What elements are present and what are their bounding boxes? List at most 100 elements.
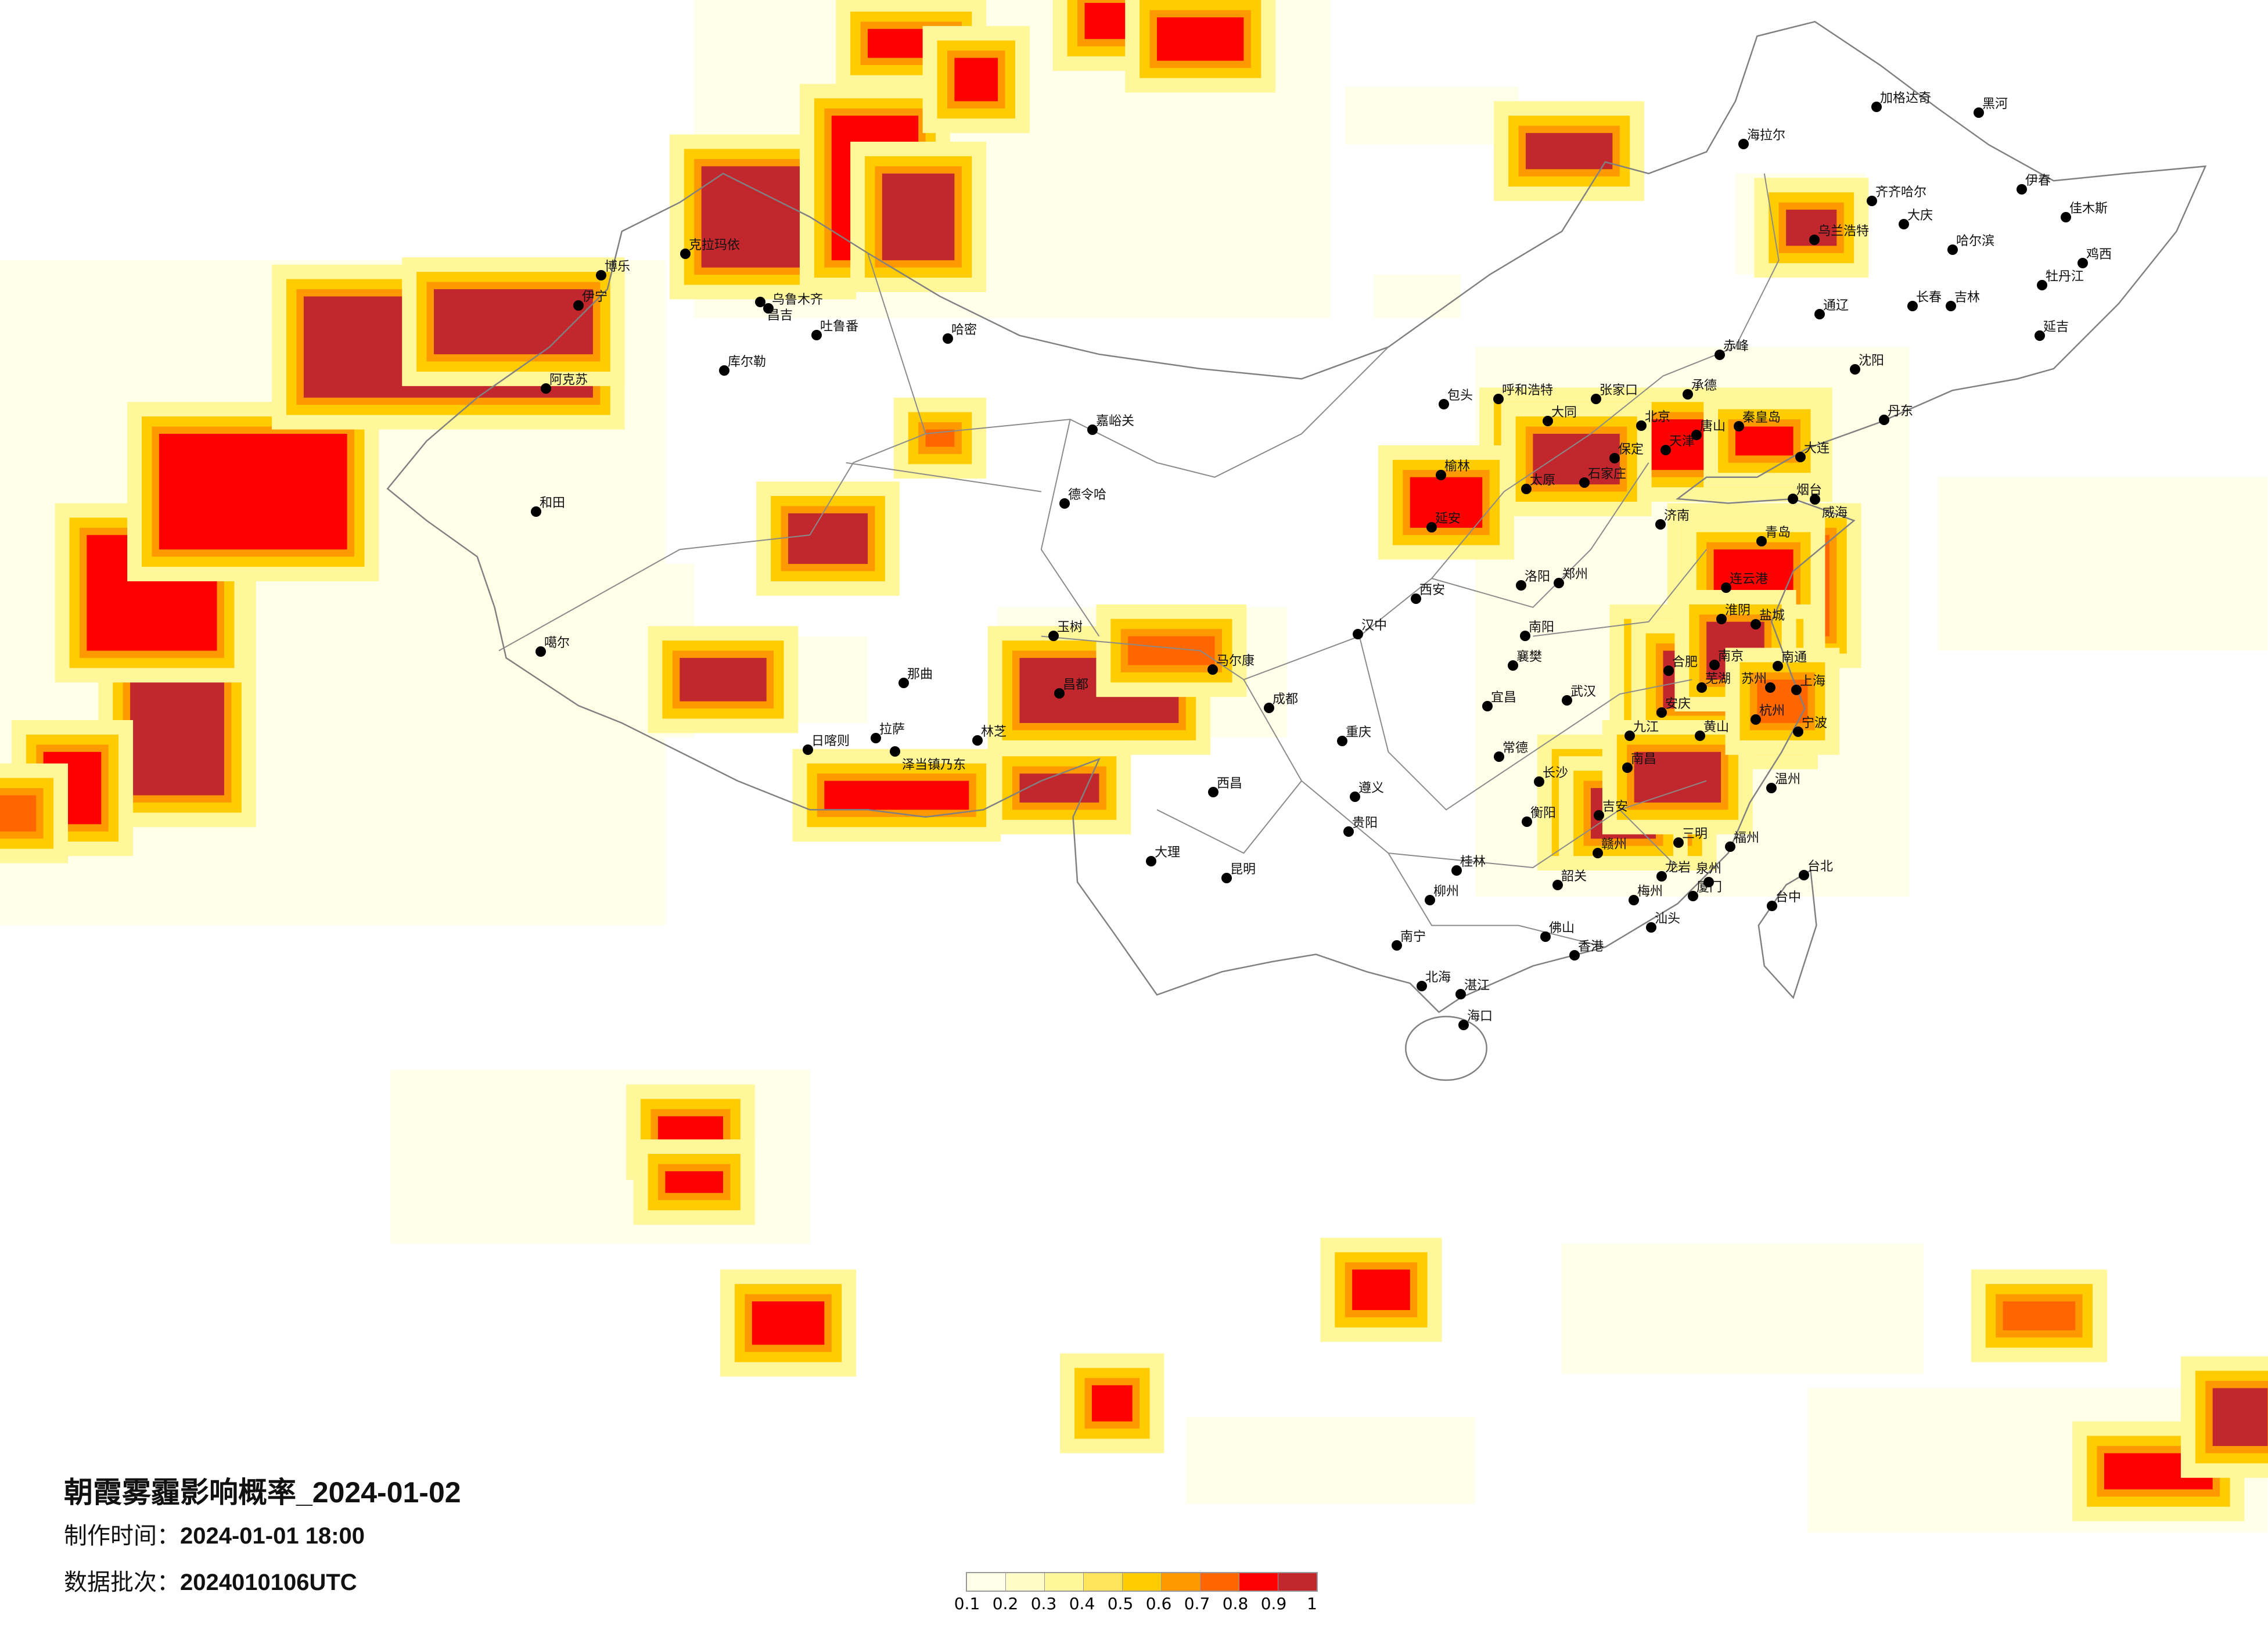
city-marker: 承德 bbox=[1683, 379, 1717, 400]
city-marker: 延安 bbox=[1426, 512, 1461, 533]
border-layer bbox=[386, 21, 2207, 1081]
probability-cell bbox=[680, 657, 767, 702]
city-label: 牡丹江 bbox=[2046, 269, 2084, 284]
city-label: 泉州 bbox=[1696, 862, 1721, 876]
city-dot bbox=[1337, 736, 1347, 746]
city-dot bbox=[1508, 660, 1518, 671]
city-marker: 乌鲁木齐 bbox=[763, 293, 823, 314]
probability-cell bbox=[752, 1301, 825, 1345]
city-label: 上海 bbox=[1800, 674, 1825, 689]
city-dot bbox=[1458, 1020, 1469, 1030]
city-marker: 南昌 bbox=[1622, 752, 1656, 773]
city-label: 淮阴 bbox=[1725, 603, 1751, 618]
city-label: 太原 bbox=[1530, 473, 1555, 488]
city-marker: 遵义 bbox=[1350, 781, 1384, 802]
city-marker: 加格达奇 bbox=[1871, 91, 1931, 112]
probability-cell bbox=[2003, 1301, 2076, 1330]
city-marker: 湛江 bbox=[1455, 979, 1490, 999]
city-label: 德令哈 bbox=[1068, 488, 1106, 502]
city-marker: 常德 bbox=[1494, 741, 1528, 762]
city-marker: 三明 bbox=[1673, 827, 1708, 848]
data-batch-value: 2024010106UTC bbox=[180, 1570, 357, 1595]
city-dot bbox=[1751, 714, 1761, 725]
city-marker: 日喀则 bbox=[803, 734, 850, 755]
city-label: 芜湖 bbox=[1705, 672, 1731, 686]
city-dot bbox=[1721, 582, 1731, 593]
city-marker: 大庆 bbox=[1899, 208, 1933, 229]
city-dot bbox=[1799, 870, 1809, 880]
city-label: 宁波 bbox=[1802, 716, 1827, 731]
city-marker: 太原 bbox=[1521, 473, 1555, 494]
city-dot bbox=[1521, 484, 1532, 494]
city-dot bbox=[1554, 578, 1564, 588]
city-label: 郑州 bbox=[1562, 567, 1588, 582]
city-label: 湛江 bbox=[1464, 979, 1490, 993]
city-dot bbox=[1392, 940, 1402, 951]
city-label: 林芝 bbox=[981, 725, 1007, 739]
city-label: 鸡西 bbox=[2086, 247, 2112, 262]
city-dot bbox=[1660, 445, 1671, 455]
city-label: 承德 bbox=[1691, 379, 1717, 393]
city-dot bbox=[871, 733, 881, 743]
city-label: 济南 bbox=[1664, 509, 1690, 523]
city-marker: 济南 bbox=[1655, 509, 1690, 530]
city-dot bbox=[1059, 498, 1070, 509]
city-dot bbox=[1624, 731, 1635, 741]
city-marker: 库尔勒 bbox=[719, 355, 766, 376]
city-label: 南阳 bbox=[1529, 620, 1554, 635]
legend-label: 0.6 bbox=[1145, 1594, 1172, 1613]
city-marker: 淮阴 bbox=[1716, 603, 1751, 624]
city-dot bbox=[1899, 219, 1909, 229]
city-marker: 牡丹江 bbox=[2037, 269, 2084, 290]
city-label: 日喀则 bbox=[811, 734, 850, 749]
city-marker: 和田 bbox=[531, 496, 565, 517]
city-dot bbox=[1520, 631, 1530, 641]
probability-cell bbox=[1128, 636, 1215, 665]
city-marker: 台中 bbox=[1767, 890, 1801, 911]
city-label: 赣州 bbox=[1601, 837, 1627, 852]
city-marker: 宜昌 bbox=[1482, 690, 1516, 711]
city-label: 唐山 bbox=[1700, 419, 1726, 434]
city-marker: 大同 bbox=[1543, 405, 1577, 426]
probability-cell bbox=[1735, 426, 1793, 456]
city-label: 苏州 bbox=[1741, 672, 1767, 686]
city-dot bbox=[1788, 494, 1798, 504]
city-label: 榆林 bbox=[1444, 459, 1470, 474]
city-marker: 乌兰浩特 bbox=[1809, 224, 1869, 245]
city-marker: 连云港 bbox=[1721, 572, 1768, 593]
city-marker: 丹东 bbox=[1879, 404, 1913, 425]
city-marker: 重庆 bbox=[1337, 725, 1371, 746]
city-marker: 武汉 bbox=[1562, 685, 1596, 706]
city-marker: 杭州 bbox=[1751, 704, 1785, 725]
city-label: 玉树 bbox=[1057, 620, 1083, 635]
city-label: 西安 bbox=[1419, 583, 1445, 598]
city-marker: 安庆 bbox=[1656, 697, 1691, 718]
probability-cell bbox=[824, 780, 969, 810]
city-dot bbox=[1773, 661, 1783, 671]
city-label: 衡阳 bbox=[1530, 806, 1556, 821]
city-dot bbox=[972, 735, 983, 746]
city-label: 昆明 bbox=[1230, 862, 1256, 877]
city-marker: 吉安 bbox=[1594, 800, 1628, 821]
city-label: 克拉玛依 bbox=[689, 238, 740, 253]
city-marker: 海拉尔 bbox=[1738, 128, 1785, 149]
city-dot bbox=[803, 744, 813, 755]
probability-layer bbox=[0, 0, 2268, 1533]
city-dot bbox=[1594, 810, 1604, 821]
city-marker: 博乐 bbox=[596, 260, 630, 280]
city-label: 盐城 bbox=[1759, 609, 1785, 623]
city-dot bbox=[1146, 856, 1156, 866]
city-label: 黑河 bbox=[1982, 97, 2008, 111]
city-label: 大理 bbox=[1155, 846, 1180, 860]
city-dot bbox=[1696, 682, 1707, 693]
city-label: 通辽 bbox=[1823, 298, 1849, 313]
city-dot bbox=[1048, 631, 1059, 641]
city-dot bbox=[1534, 776, 1544, 787]
city-marker: 合肥 bbox=[1663, 655, 1698, 676]
city-marker: 西昌 bbox=[1208, 776, 1242, 797]
legend-label: 1 bbox=[1307, 1594, 1317, 1613]
city-marker: 哈尔滨 bbox=[1947, 234, 1994, 255]
city-marker: 郑州 bbox=[1554, 567, 1588, 588]
city-dot bbox=[1426, 522, 1437, 533]
city-label: 桂林 bbox=[1460, 855, 1486, 869]
